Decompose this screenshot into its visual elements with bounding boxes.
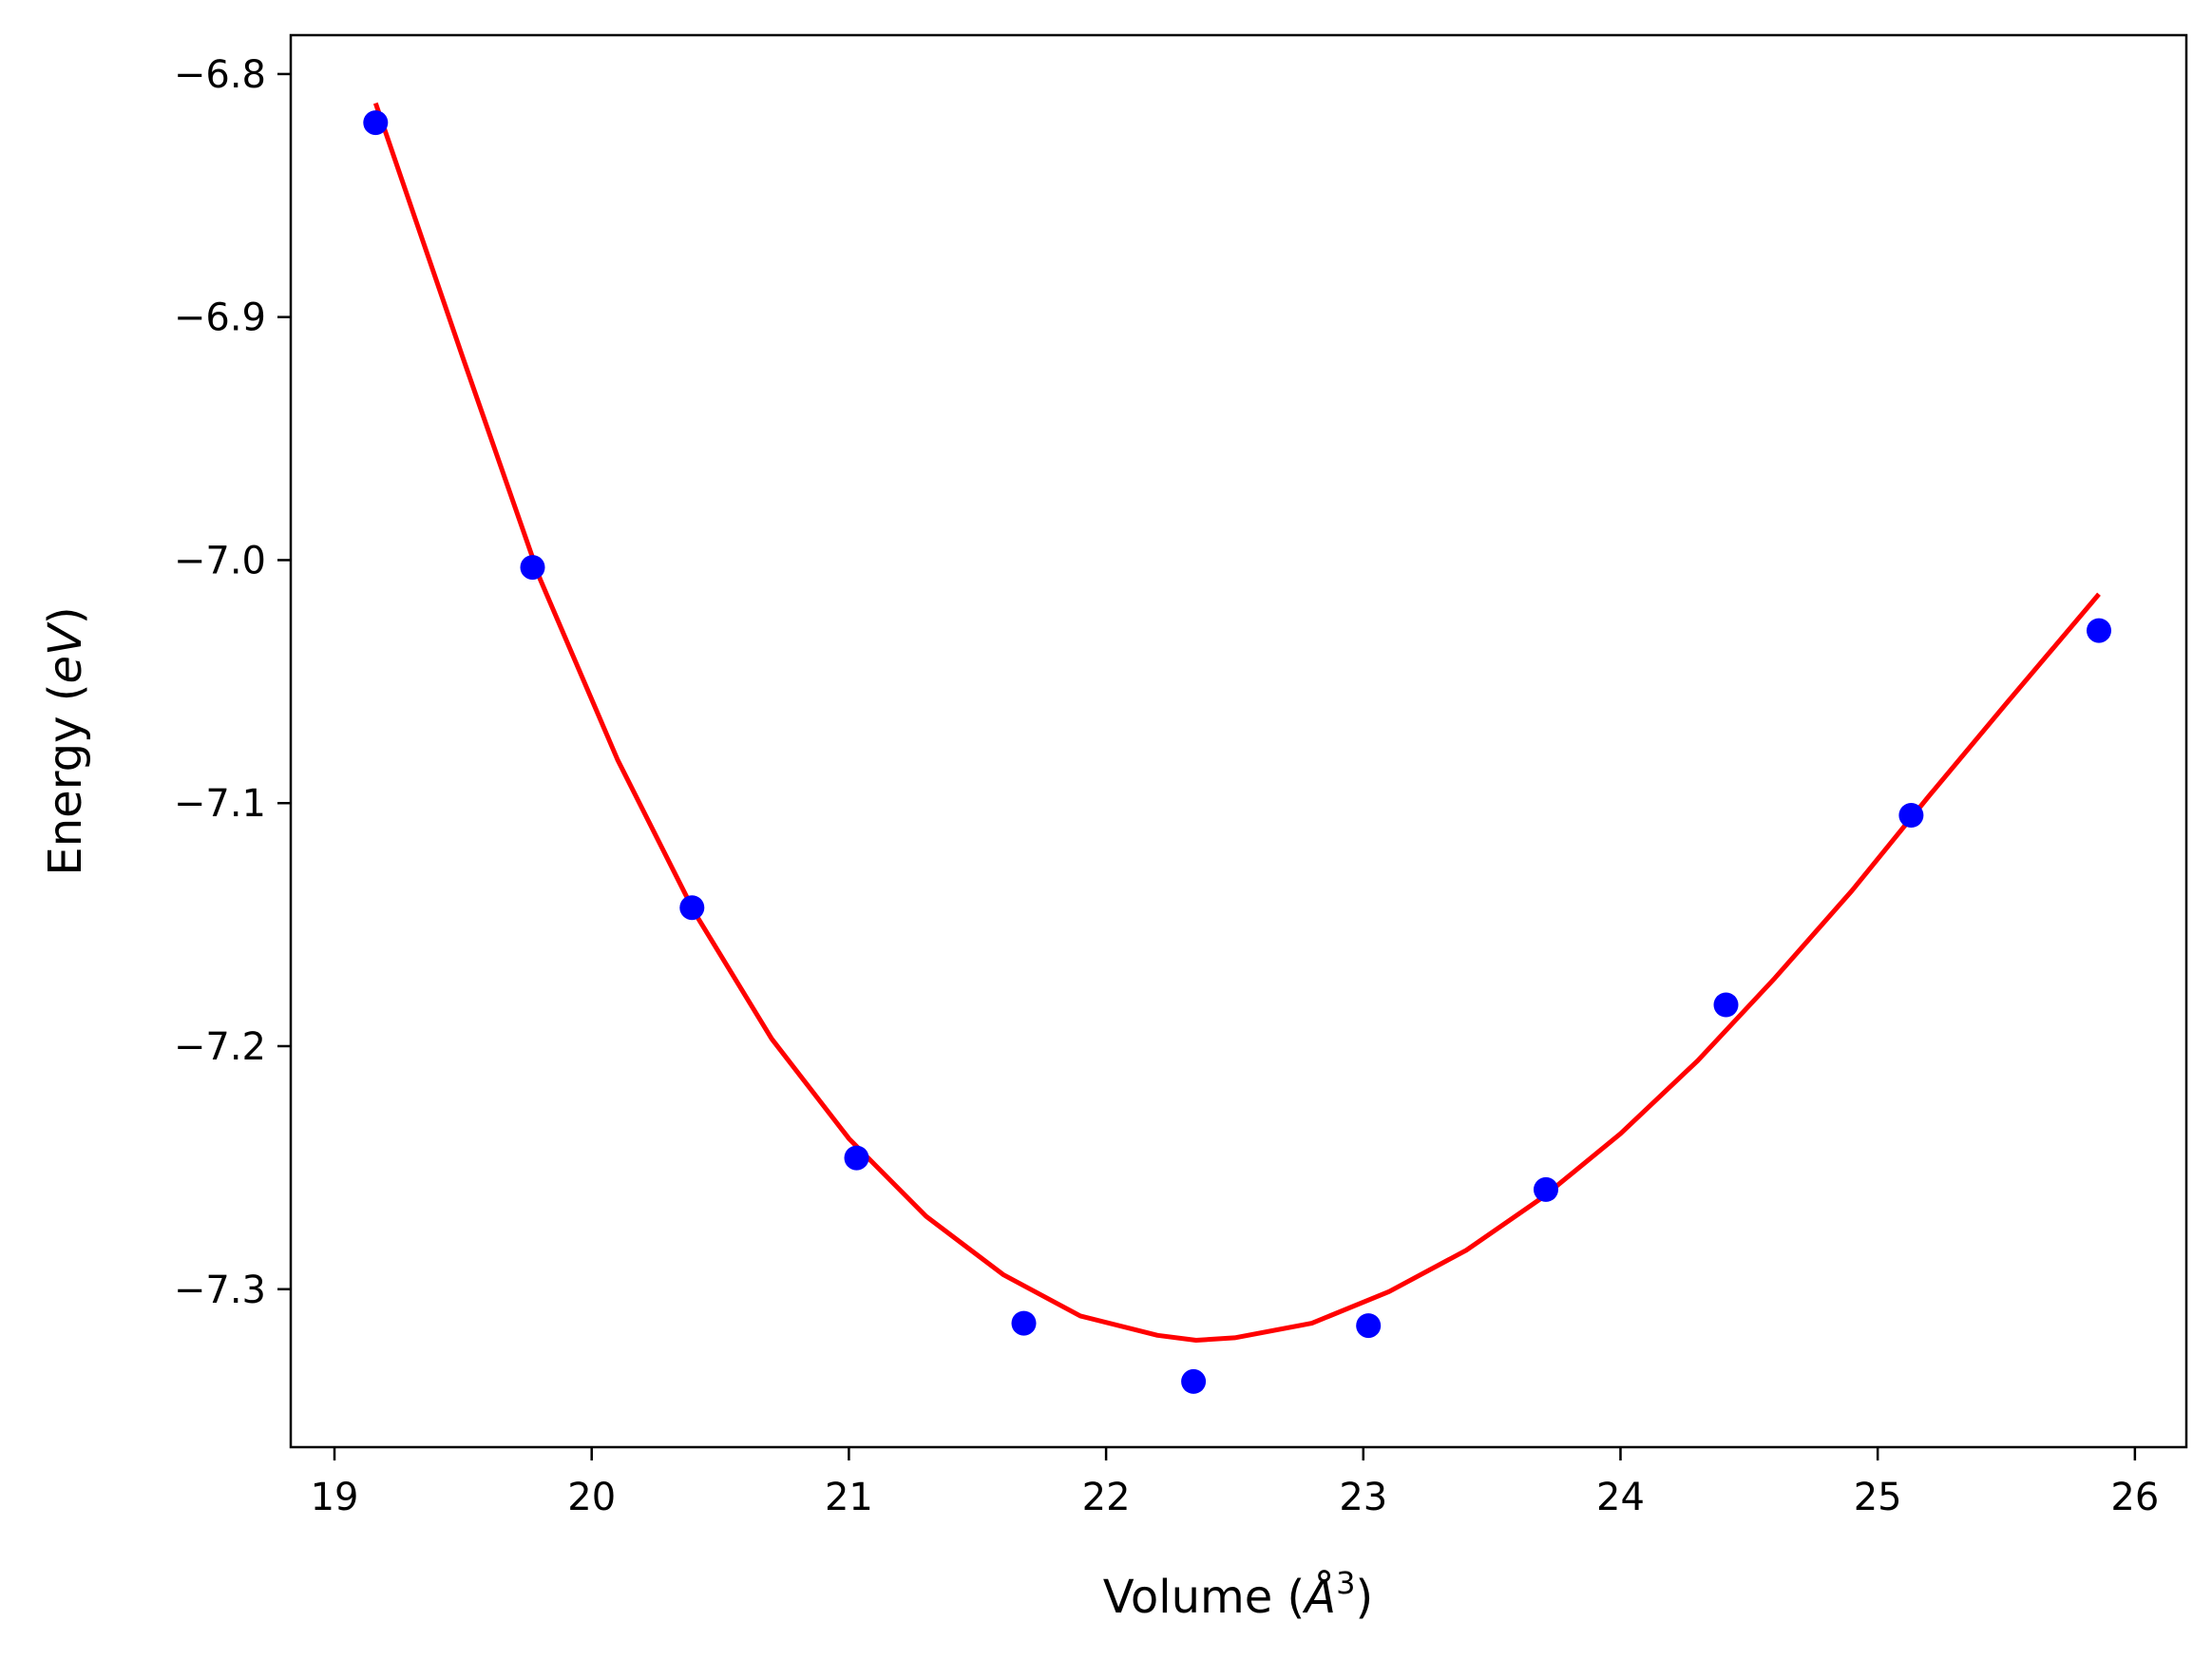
data-point xyxy=(363,110,389,136)
y-tick-label: −6.9 xyxy=(174,296,266,340)
y-tick-label: −6.8 xyxy=(174,53,266,97)
x-tick-label: 22 xyxy=(1082,1476,1131,1519)
data-point xyxy=(1356,1313,1382,1339)
data-points-layer xyxy=(363,110,2111,1394)
data-point xyxy=(844,1145,869,1171)
y-axis: −7.3 −7.2 −7.1 −7.0 −6.9 −6.8 xyxy=(174,53,291,1312)
plot-area-frame xyxy=(289,33,2188,1449)
x-axis-label-exponent: 3 xyxy=(1336,1565,1355,1601)
x-tick-label: 23 xyxy=(1339,1476,1387,1519)
y-tick-label: −7.3 xyxy=(174,1269,266,1312)
data-point xyxy=(1011,1310,1037,1336)
y-tick-label: −7.1 xyxy=(174,782,266,826)
x-tick-label: 19 xyxy=(311,1476,359,1519)
y-tick-label: −7.2 xyxy=(174,1025,266,1069)
y-axis-label-suffix: ) xyxy=(39,606,92,624)
x-axis-label-symbol: Å xyxy=(1302,1570,1336,1624)
x-tick-label: 24 xyxy=(1596,1476,1645,1519)
data-point xyxy=(679,895,705,921)
x-axis-label: Volume (Å3) xyxy=(1103,1565,1373,1624)
y-tick-label: −7.0 xyxy=(174,539,266,582)
fit-curve-layer xyxy=(372,102,2101,1343)
x-tick-label: 25 xyxy=(1854,1476,1902,1519)
x-tick-label: 21 xyxy=(825,1476,873,1519)
data-point xyxy=(1534,1176,1558,1202)
x-axis-label-prefix: Volume ( xyxy=(1103,1571,1306,1624)
data-point xyxy=(1713,992,1739,1018)
y-axis-label-unit: eV xyxy=(39,621,92,684)
x-tick-label: 26 xyxy=(2110,1476,2159,1519)
x-tick-label: 20 xyxy=(567,1476,616,1519)
data-point xyxy=(1898,803,1924,828)
x-axis-label-suffix: ) xyxy=(1355,1571,1373,1624)
data-point xyxy=(2087,618,2111,643)
fit-curve-line xyxy=(372,102,2101,1343)
y-axis-label: Energy (eV) xyxy=(39,606,92,875)
data-point xyxy=(1181,1368,1207,1394)
data-point xyxy=(520,555,545,581)
x-axis: 19 20 21 22 23 24 25 26 xyxy=(311,1447,2159,1519)
y-axis-label-prefix: Energy ( xyxy=(39,684,92,876)
